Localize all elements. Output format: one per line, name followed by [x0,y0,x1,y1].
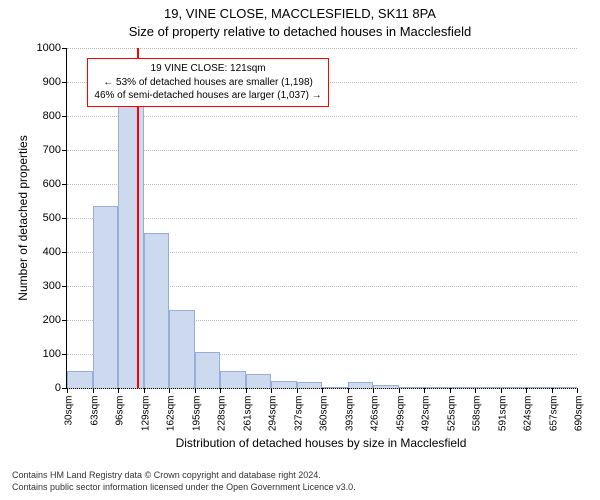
gridline-h [67,184,577,185]
histogram-bar [220,371,246,388]
histogram-bar [67,371,93,388]
ytick-label: 400 [43,246,67,258]
xtick-mark [424,388,425,393]
histogram-bar [169,310,195,388]
xtick-mark [450,388,451,393]
xtick-mark [348,388,349,393]
ytick-label: 0 [55,382,67,394]
xtick-mark [526,388,527,393]
ytick-label: 800 [43,110,67,122]
histogram-bar [144,233,170,388]
ytick-label: 600 [43,178,67,190]
gridline-h [67,48,577,49]
xtick-label: 492sqm [417,396,432,432]
histogram-bar [475,387,501,388]
xtick-mark [93,388,94,393]
xtick-mark [322,388,323,393]
ytick-label: 900 [43,76,67,88]
histogram-bar [552,387,578,388]
xtick-label: 591sqm [493,396,508,432]
xtick-label: 426sqm [366,396,381,432]
footer-line2: Contains public sector information licen… [12,482,356,494]
histogram-bar [526,387,552,388]
histogram-bar [501,387,527,388]
xtick-mark [144,388,145,393]
histogram-bar [246,374,272,388]
gridline-h [67,218,577,219]
gridline-h [67,150,577,151]
histogram-bar [93,206,119,388]
xtick-label: 162sqm [162,396,177,432]
footer-line1: Contains HM Land Registry data © Crown c… [12,470,356,482]
xtick-mark [399,388,400,393]
gridline-h [67,116,577,117]
histogram-bar [373,385,399,388]
ytick-label: 100 [43,348,67,360]
xtick-mark [271,388,272,393]
histogram-bar [118,106,144,388]
xtick-label: 459sqm [391,396,406,432]
xtick-label: 558sqm [468,396,483,432]
histogram-bar [348,382,374,388]
xtick-mark [169,388,170,393]
xtick-label: 657sqm [544,396,559,432]
xtick-mark [220,388,221,393]
xtick-label: 228sqm [213,396,228,432]
xtick-mark [475,388,476,393]
xtick-mark [577,388,578,393]
ytick-label: 300 [43,280,67,292]
x-axis-label: Distribution of detached houses by size … [66,436,576,450]
histogram-bar [450,387,476,388]
xtick-label: 63sqm [85,396,100,426]
xtick-label: 96sqm [111,396,126,426]
histogram-bar [297,382,323,388]
ytick-label: 500 [43,212,67,224]
annotation-line: 46% of semi-detached houses are larger (… [94,89,321,103]
title-address: 19, VINE CLOSE, MACCLESFIELD, SK11 8PA [0,6,600,21]
xtick-label: 624sqm [519,396,534,432]
annotation-box: 19 VINE CLOSE: 121sqm← 53% of detached h… [87,58,328,107]
xtick-label: 360sqm [315,396,330,432]
ytick-label: 200 [43,314,67,326]
xtick-mark [246,388,247,393]
xtick-mark [195,388,196,393]
y-axis-label: Number of detached properties [16,135,30,300]
histogram-bar [399,387,425,388]
histogram-bar [424,387,450,388]
ytick-label: 700 [43,144,67,156]
chart-plot-area: 0100200300400500600700800900100030sqm63s… [66,48,577,389]
xtick-label: 30sqm [60,396,75,426]
xtick-label: 261sqm [238,396,253,432]
xtick-label: 525sqm [442,396,457,432]
histogram-bar [271,381,297,388]
annotation-line: ← 53% of detached houses are smaller (1,… [94,76,321,90]
xtick-label: 690sqm [570,396,585,432]
xtick-mark [501,388,502,393]
root: 19, VINE CLOSE, MACCLESFIELD, SK11 8PA S… [0,0,600,500]
title-subject: Size of property relative to detached ho… [0,24,600,39]
xtick-label: 327sqm [289,396,304,432]
annotation-line: 19 VINE CLOSE: 121sqm [94,62,321,76]
histogram-bar [195,352,221,388]
xtick-mark [67,388,68,393]
xtick-mark [297,388,298,393]
footer-attribution: Contains HM Land Registry data © Crown c… [12,470,356,493]
xtick-label: 129sqm [136,396,151,432]
histogram-bar [322,387,348,388]
xtick-label: 393sqm [340,396,355,432]
xtick-label: 195sqm [187,396,202,432]
ytick-label: 1000 [37,42,67,54]
xtick-mark [373,388,374,393]
xtick-label: 294sqm [264,396,279,432]
xtick-mark [118,388,119,393]
xtick-mark [552,388,553,393]
